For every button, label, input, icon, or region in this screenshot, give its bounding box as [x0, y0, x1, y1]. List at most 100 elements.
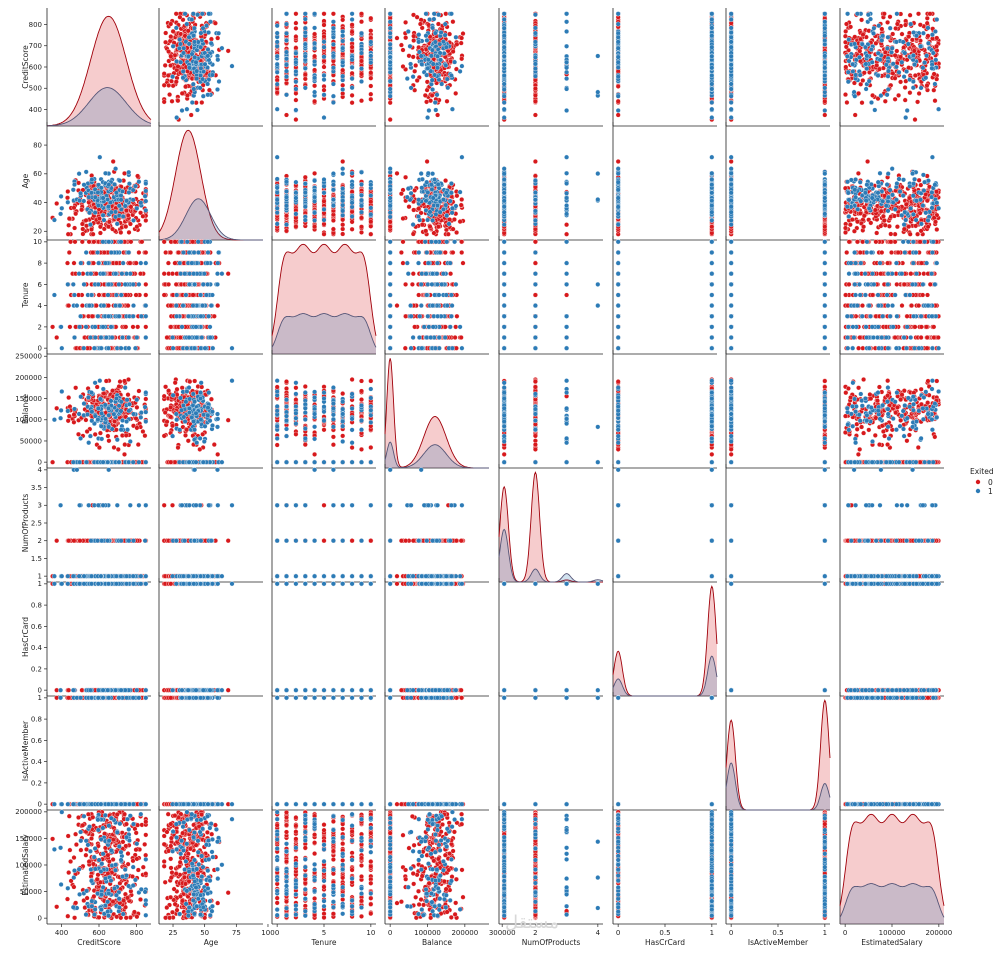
point-class-0 [312, 170, 318, 176]
point-class-0 [882, 98, 888, 104]
point-class-0 [400, 47, 406, 53]
point-class-1 [92, 210, 98, 216]
point-class-1 [340, 208, 346, 214]
point-class-0 [898, 54, 904, 60]
point-class-1 [933, 57, 939, 63]
point-class-0 [340, 226, 346, 232]
point-class-1 [312, 59, 318, 64]
point-class-0 [368, 219, 374, 225]
point-class-1 [181, 50, 186, 56]
point-class-1 [875, 50, 881, 56]
point-class-1 [284, 222, 289, 228]
point-class-0 [293, 45, 299, 51]
point-class-1 [302, 65, 308, 71]
point-class-1 [929, 65, 935, 71]
point-class-0 [368, 231, 374, 237]
point-class-1 [138, 200, 144, 206]
point-class-1 [58, 211, 64, 217]
point-class-0 [225, 48, 231, 54]
point-class-1 [194, 107, 200, 113]
point-class-1 [202, 61, 208, 67]
point-class-1 [293, 50, 299, 56]
point-class-0 [340, 159, 346, 164]
point-class-1 [501, 106, 507, 112]
point-class-0 [892, 96, 898, 102]
point-class-0 [870, 92, 876, 98]
point-class-1 [425, 65, 431, 71]
point-class-0 [284, 213, 289, 219]
point-class-0 [349, 92, 355, 98]
point-class-1 [852, 93, 858, 99]
point-class-1 [869, 100, 874, 105]
panel-Age-vs-Tenure [271, 122, 376, 241]
point-class-0 [359, 224, 364, 230]
y-tick-label: 500 [29, 85, 42, 93]
point-class-1 [340, 212, 346, 218]
point-class-1 [864, 53, 870, 59]
point-class-1 [134, 205, 140, 211]
point-class-0 [454, 41, 460, 47]
point-class-0 [860, 32, 866, 38]
point-class-1 [112, 181, 117, 187]
point-class-1 [186, 34, 192, 40]
point-class-1 [179, 108, 185, 113]
point-class-0 [359, 11, 364, 17]
point-class-0 [368, 15, 374, 21]
point-class-1 [930, 50, 936, 56]
point-class-1 [936, 106, 942, 112]
point-class-0 [876, 66, 882, 72]
point-class-1 [59, 205, 65, 211]
point-class-0 [65, 231, 71, 237]
point-class-1 [106, 182, 112, 188]
point-class-1 [845, 69, 851, 75]
point-class-1 [312, 178, 318, 184]
point-class-0 [532, 92, 538, 98]
point-class-1 [321, 190, 327, 196]
point-class-1 [865, 12, 871, 18]
point-class-1 [349, 37, 355, 43]
point-class-1 [925, 40, 931, 46]
point-class-1 [368, 205, 374, 211]
point-class-0 [169, 78, 174, 84]
point-class-1 [284, 37, 289, 43]
point-class-0 [161, 82, 167, 88]
point-class-1 [885, 73, 891, 79]
point-class-1 [910, 53, 916, 58]
point-class-1 [182, 11, 188, 17]
point-class-1 [868, 16, 873, 22]
point-class-0 [615, 112, 621, 118]
point-class-1 [330, 41, 336, 47]
point-class-0 [931, 87, 937, 93]
point-class-1 [174, 58, 180, 64]
point-class-1 [349, 170, 355, 176]
point-class-1 [863, 61, 869, 67]
point-class-0 [359, 229, 364, 235]
point-class-1 [284, 30, 289, 36]
point-class-1 [432, 100, 438, 105]
point-class-1 [387, 54, 393, 60]
point-class-0 [447, 31, 453, 37]
point-class-0 [83, 217, 89, 223]
point-class-0 [143, 218, 149, 223]
point-class-1 [200, 25, 206, 31]
point-class-1 [284, 194, 289, 200]
point-class-0 [907, 90, 913, 96]
point-class-1 [192, 39, 197, 45]
point-class-1 [95, 190, 101, 195]
point-class-0 [368, 199, 374, 205]
point-class-0 [123, 208, 129, 213]
point-class-0 [843, 64, 849, 70]
point-class-1 [205, 53, 211, 59]
point-class-1 [95, 203, 101, 208]
point-class-1 [564, 29, 570, 34]
point-class-1 [430, 25, 436, 31]
point-class-0 [458, 40, 464, 46]
point-class-0 [71, 205, 77, 211]
point-class-1 [890, 61, 896, 67]
point-class-1 [709, 11, 715, 17]
point-class-0 [403, 35, 409, 41]
point-class-0 [284, 228, 289, 234]
point-class-1 [922, 60, 928, 66]
point-class-0 [168, 34, 174, 40]
point-class-1 [206, 11, 212, 17]
